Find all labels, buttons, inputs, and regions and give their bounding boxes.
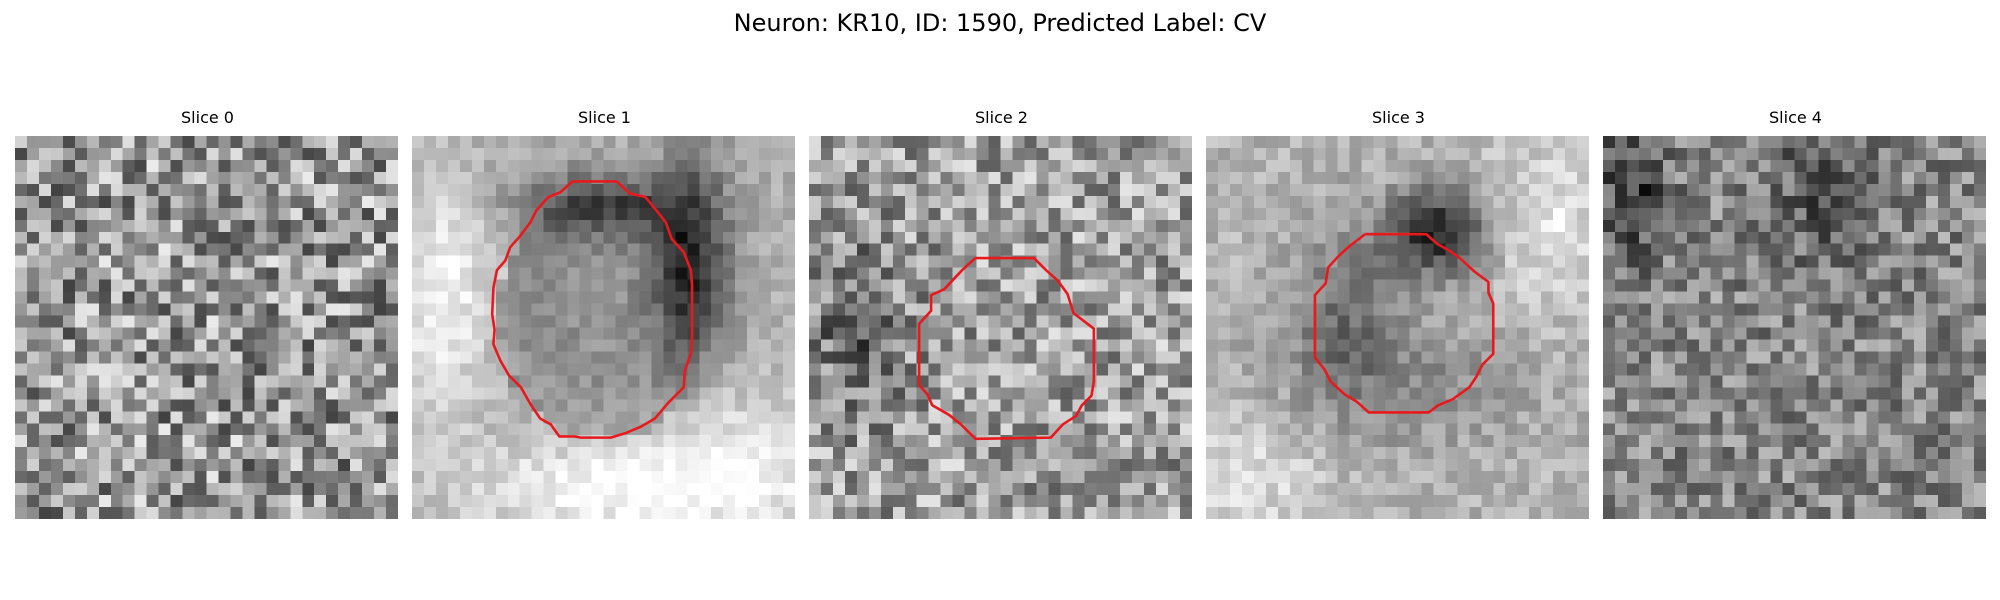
contour-overlay-0 xyxy=(15,136,398,519)
slice-image-2 xyxy=(809,136,1192,519)
roi-contour-1 xyxy=(492,181,692,437)
contour-overlay-4 xyxy=(1603,136,1986,519)
slice-panel-3: Slice 3 xyxy=(1206,108,1591,519)
slice-title-4: Slice 4 xyxy=(1769,108,1822,127)
slice-panel-2: Slice 2 xyxy=(809,108,1194,519)
slice-panel-0: Slice 0 xyxy=(15,108,400,519)
roi-contour-3 xyxy=(1315,234,1493,412)
slice-image-4 xyxy=(1603,136,1986,519)
slice-image-1 xyxy=(412,136,795,519)
roi-contour-2 xyxy=(919,258,1094,439)
contour-overlay-1 xyxy=(412,136,795,519)
contour-overlay-2 xyxy=(809,136,1192,519)
slice-title-1: Slice 1 xyxy=(578,108,631,127)
slice-title-2: Slice 2 xyxy=(975,108,1028,127)
slice-title-0: Slice 0 xyxy=(181,108,234,127)
contour-overlay-3 xyxy=(1206,136,1589,519)
figure-title: Neuron: KR10, ID: 1590, Predicted Label:… xyxy=(733,9,1267,37)
slice-panel-1: Slice 1 xyxy=(412,108,797,519)
slice-image-0 xyxy=(15,136,398,519)
slice-image-3 xyxy=(1206,136,1589,519)
slice-title-3: Slice 3 xyxy=(1372,108,1425,127)
slice-panel-4: Slice 4 xyxy=(1603,108,1988,519)
